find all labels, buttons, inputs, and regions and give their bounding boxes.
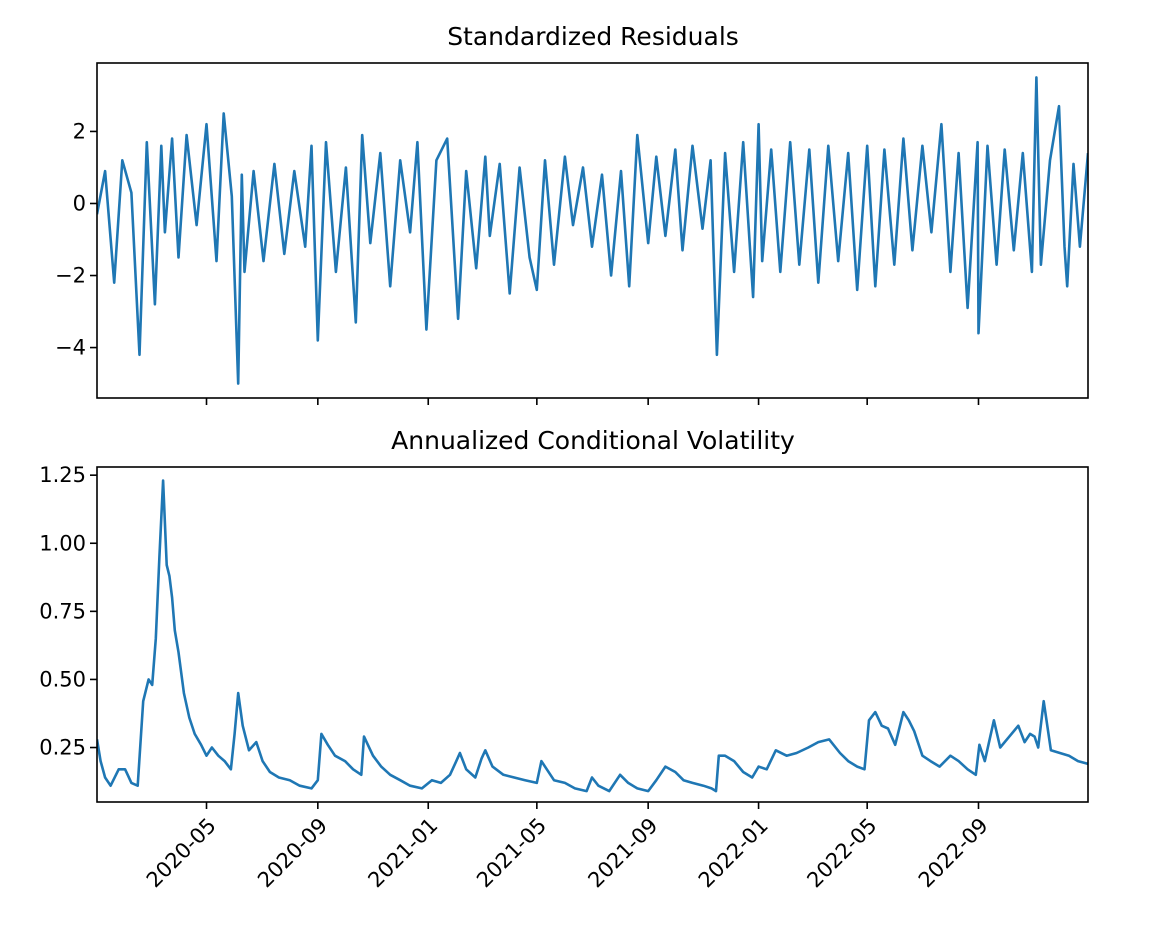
y-tick-label: 0.75 <box>39 599 86 623</box>
x-tick-label: 2021-01 <box>363 813 442 892</box>
y-tick-label: 1.25 <box>39 463 86 487</box>
x-tick-label: 2021-05 <box>472 813 551 892</box>
chart-title: Standardized Residuals <box>447 22 739 51</box>
y-tick-label: −2 <box>55 264 86 288</box>
y-tick-label: 0 <box>73 191 86 215</box>
chart-title: Annualized Conditional Volatility <box>391 426 795 455</box>
series-line <box>97 76 1088 385</box>
residuals-panel: Standardized Residuals −4 −2 0 2 <box>55 22 1089 405</box>
x-tick-label: 2020-05 <box>142 813 221 892</box>
y-tick-label: 0.50 <box>39 667 86 691</box>
y-tick-label: 0.25 <box>39 736 86 760</box>
x-tick-label: 2022-01 <box>694 813 773 892</box>
x-tick-label: 2022-09 <box>914 813 993 892</box>
y-tick-label: 2 <box>73 119 86 143</box>
y-tick-label: −4 <box>55 336 86 360</box>
x-tick-label: 2022-05 <box>802 813 881 892</box>
volatility-panel: Annualized Conditional Volatility 0.25 0.… <box>39 426 1089 892</box>
x-tick-label: 2020-09 <box>253 813 332 892</box>
series-line <box>97 479 1088 793</box>
axes-frame <box>96 62 1089 399</box>
axes-frame <box>96 466 1089 803</box>
x-tick-label: 2021-09 <box>583 813 662 892</box>
y-tick-label: 1.00 <box>39 531 86 555</box>
